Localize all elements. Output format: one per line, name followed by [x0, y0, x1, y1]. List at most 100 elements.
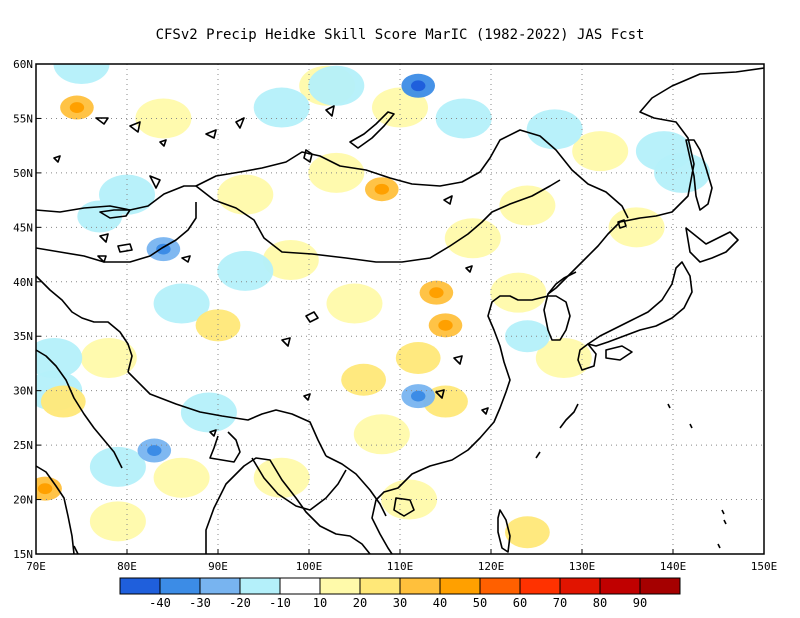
skill-patch-26 — [89, 501, 146, 542]
coastline-bay-of-bengal — [205, 457, 371, 554]
colorbar: -40 -30 -20 -10 10 20 30 40 50 60 70 80 90 — [119, 577, 681, 610]
colorbar-label: 40 — [433, 596, 447, 610]
lake-small-3 — [95, 117, 109, 125]
skill-core-49 — [438, 319, 453, 331]
lat-tick-label: 40N — [13, 276, 33, 289]
border-central-asia — [36, 202, 197, 263]
skill-core-54 — [69, 102, 85, 113]
colorbar-label: 70 — [553, 596, 567, 610]
lon-tick-label: 110E — [387, 560, 414, 573]
lake-khovsgol — [303, 149, 313, 163]
colorbar-label: 30 — [393, 596, 407, 610]
lake-baikal — [349, 111, 395, 149]
skill-patch-1 — [253, 403, 310, 444]
border-vietnam-laos — [325, 455, 387, 517]
border-mongolia-china-south — [195, 179, 561, 263]
skill-patch-37 — [217, 250, 274, 291]
lake-small-15 — [465, 265, 473, 273]
colorbar-swatch — [399, 577, 441, 595]
lake-small-4 — [205, 129, 217, 139]
colorbar-label: -10 — [269, 596, 291, 610]
lon-tick-label: 100E — [296, 560, 323, 573]
lake-small-14 — [303, 393, 311, 401]
island-7 — [535, 451, 541, 459]
coastline-taiwan — [497, 509, 511, 553]
lon-tick-label: 90E — [208, 560, 228, 573]
coastline-hokkaido — [685, 227, 739, 263]
coastline-hainan — [393, 497, 415, 517]
skill-patch-36 — [654, 152, 711, 193]
border-himalaya — [127, 371, 327, 457]
skill-core-53 — [411, 390, 426, 402]
skill-patch-43 — [505, 516, 550, 549]
skill-patch-34 — [526, 109, 583, 150]
colorbar-swatch — [359, 577, 401, 595]
colorbar-swatch — [519, 577, 561, 595]
lake-small-10 — [181, 255, 191, 263]
lake-small-6 — [325, 105, 335, 117]
skill-patch-0 — [444, 152, 501, 193]
skill-patch-41 — [40, 385, 86, 418]
colorbar-label: 20 — [353, 596, 367, 610]
lat-tick-label: 50N — [13, 167, 33, 180]
colorbar-swatch — [599, 577, 641, 595]
lon-tick-label: 150E — [751, 560, 778, 573]
island-2 — [723, 519, 727, 525]
lake-small-5 — [149, 175, 161, 189]
skill-core-50 — [37, 483, 53, 495]
skill-patch-8 — [153, 457, 210, 498]
border-korea — [547, 271, 577, 295]
lake-small-11 — [281, 337, 291, 347]
lake-small-17 — [209, 429, 217, 437]
skill-patch-40 — [89, 446, 146, 487]
colorbar-swatch — [159, 577, 201, 595]
lon-tick-label: 120E — [478, 560, 505, 573]
border-myanmar — [251, 457, 347, 511]
coastline-honshu — [587, 261, 693, 347]
colorbar-label: 60 — [513, 596, 527, 610]
skill-patch-45 — [395, 342, 441, 374]
skill-patch-46 — [505, 320, 550, 353]
skill-core-51 — [147, 445, 162, 456]
skill-patch-12 — [262, 240, 319, 280]
skill-patch-38 — [180, 392, 237, 433]
lon-tick-label: 80E — [117, 560, 137, 573]
colorbar-label: 90 — [633, 596, 647, 610]
lake-small-2 — [129, 121, 141, 133]
skill-core-57 — [411, 80, 426, 92]
colorbar-label: 10 — [313, 596, 327, 610]
skill-patch-19 — [217, 174, 274, 215]
skill-patch-33 — [435, 98, 492, 139]
skill-patch-30 — [53, 64, 110, 84]
lon-tick-label: 140E — [660, 560, 687, 573]
colorbar-swatch — [439, 577, 481, 595]
coastline-and-borders — [36, 67, 764, 554]
lake-qinghai — [305, 311, 319, 323]
skill-patch-39 — [36, 338, 83, 378]
lake-small-19 — [53, 155, 61, 163]
skill-core-55 — [374, 183, 389, 195]
island-5 — [667, 403, 671, 409]
skill-patch-16 — [253, 457, 310, 498]
lat-tick-label: 15N — [13, 548, 33, 561]
skill-patch-6 — [490, 392, 547, 433]
skill-core-52 — [156, 243, 171, 255]
skill-patch-11 — [572, 131, 629, 172]
map-title: CFSv2 Precip Heidke Skill Score MarIC (1… — [155, 27, 645, 43]
colorbar-swatch — [639, 577, 681, 595]
colorbar-swatch — [559, 577, 601, 595]
skill-patch-32 — [308, 65, 365, 106]
colorbar-swatch — [239, 577, 281, 595]
colorbar-label: 80 — [593, 596, 607, 610]
skill-patch-47 — [77, 200, 123, 233]
lake-issyk-kul — [117, 243, 133, 253]
lat-tick-label: 55N — [13, 112, 33, 125]
lat-tick-label: 20N — [13, 494, 33, 507]
lake-small-1 — [235, 117, 245, 129]
border-india-pakistan — [36, 349, 123, 469]
skill-patch-23 — [490, 272, 547, 313]
border-afghanistan-pakistan — [36, 275, 133, 373]
skill-patch-22 — [326, 283, 383, 324]
colorbar-swatch — [119, 577, 161, 595]
